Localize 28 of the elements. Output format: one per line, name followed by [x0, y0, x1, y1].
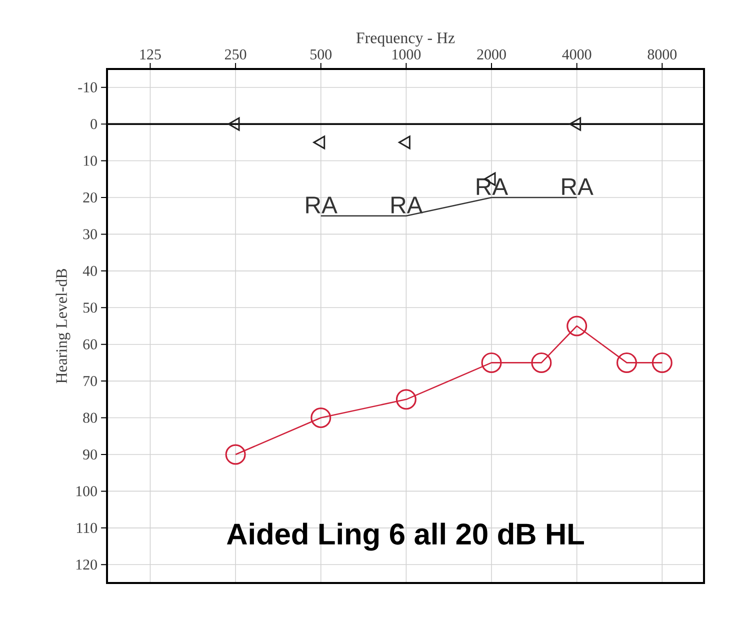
x-tick-label: 1000: [392, 49, 421, 60]
x-tick-label: 2000: [477, 49, 506, 60]
x-tick-label: 4000: [562, 49, 592, 60]
y-axis-title: Hearing Level-dB: [56, 268, 70, 384]
x-tick-label: 500: [310, 49, 332, 60]
y-tick-label: 80: [83, 412, 97, 423]
x-tick-label: 125: [140, 49, 161, 60]
y-tick-label: 10: [84, 156, 97, 166]
y-tick-label: 70: [84, 376, 97, 386]
annotation: Aided Ling 6 all 20 dB HL: [226, 522, 584, 551]
y-tick-label: -10: [78, 82, 97, 92]
x-axis-title: Frequency - Hz: [356, 32, 455, 47]
text: RA: [476, 178, 508, 195]
y-tick-label: 20: [83, 192, 97, 203]
y-tick-label: 110: [76, 522, 97, 533]
y-tick-label: 50: [83, 302, 97, 313]
text: RA: [306, 196, 338, 214]
y-tick-label: 40: [82, 266, 97, 276]
text: RA: [562, 178, 594, 195]
y-tick-label: 100: [76, 486, 97, 496]
series-label: RA: [392, 196, 423, 214]
y-tick-label: 30: [83, 229, 97, 240]
x-tick-label: 8000: [648, 49, 677, 60]
y-tick-label: 90: [83, 449, 97, 460]
y-tick-label: 0: [90, 119, 97, 130]
x-tick-label: 250: [224, 49, 246, 60]
y-tick-label: 120: [76, 560, 97, 570]
y-tick-label: 60: [83, 339, 97, 350]
